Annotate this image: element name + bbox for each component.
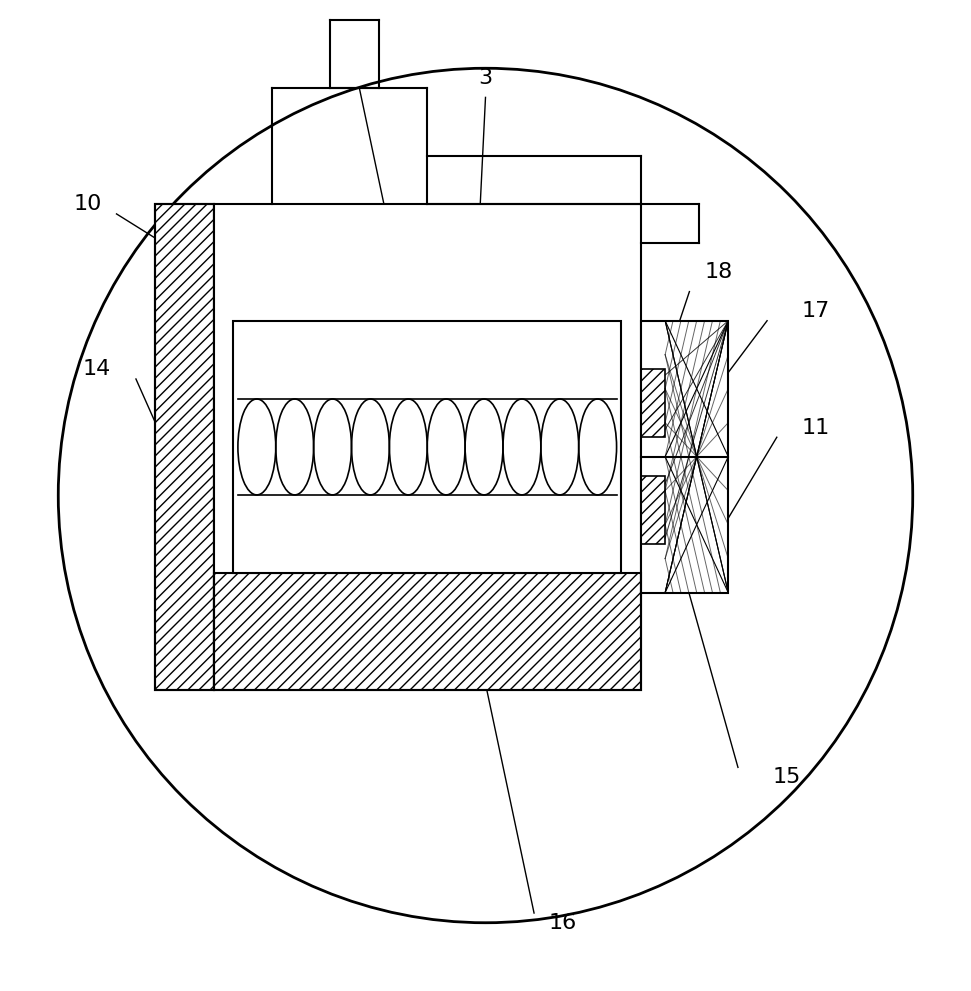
- Text: 17: 17: [801, 301, 830, 321]
- Text: 14: 14: [83, 360, 112, 380]
- Bar: [214, 204, 641, 690]
- Text: 15: 15: [772, 767, 801, 787]
- Text: 18: 18: [704, 263, 733, 282]
- Text: 16: 16: [549, 913, 578, 933]
- Bar: [155, 204, 214, 690]
- Text: 10: 10: [73, 194, 102, 214]
- Text: 3: 3: [479, 68, 492, 88]
- Bar: [641, 370, 665, 437]
- Bar: [214, 573, 641, 690]
- Text: 11: 11: [801, 417, 830, 438]
- Bar: [641, 321, 728, 593]
- Bar: [641, 476, 665, 544]
- Bar: [233, 321, 621, 573]
- Bar: [155, 204, 214, 690]
